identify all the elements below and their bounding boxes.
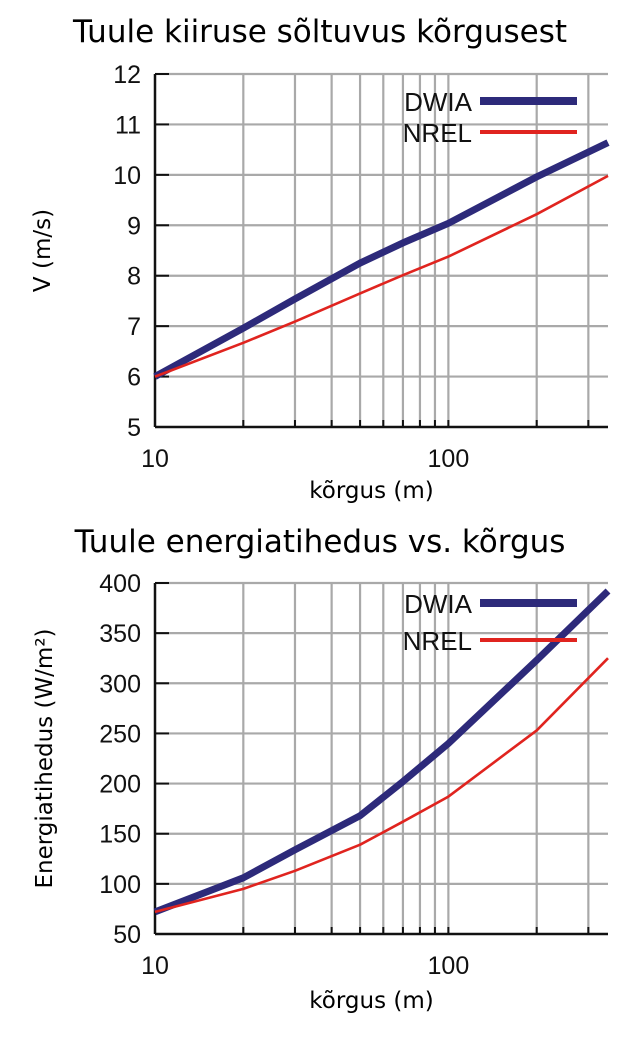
chart-1: Tuule kiiruse sõltuvus kõrgusest 5 6 7 8 9 10 1… [30,14,610,504]
x-tick-label: 10 [141,445,169,473]
x-axis-label: kõrgus (m) [309,988,433,1014]
series-line-dwia [153,139,610,380]
y-axis-label: V (m/s) [30,209,56,292]
y-tick-label: 300 [99,670,141,698]
x-tick-label: 100 [428,445,470,473]
y-tick-label: 10 [113,162,141,190]
x-axis-label: kõrgus (m) [309,478,433,504]
legend-label: NREL [403,626,472,656]
y-tick-label: 150 [99,821,141,849]
y-tick-label: 5 [127,414,141,442]
legend-label: DWIA [404,87,473,117]
y-tick-label: 200 [99,771,141,799]
series-line-dwia [153,588,611,916]
y-tick-label: 8 [127,263,141,291]
legend-label: NREL [403,118,472,148]
y-tick-label: 250 [99,720,141,748]
chart-title: Tuule kiiruse sõltuvus kõrgusest [72,14,567,50]
legend-label: DWIA [404,589,473,619]
series-line-nrel [154,657,609,914]
y-tick-label: 11 [115,111,141,139]
y-tick-label: 350 [99,620,141,648]
y-tick-label: 7 [127,313,141,341]
y-tick-label: 12 [113,61,141,89]
series-line-nrel [154,174,609,378]
y-tick-label: 6 [127,364,141,392]
y-tick-label: 400 [99,570,141,598]
y-axis-label: Energiatihedus (W/m²) [32,628,58,888]
y-tick-label: 50 [113,921,141,949]
chart-title: Tuule energiatihedus vs. kõrgus [74,524,566,560]
x-tick-label: 10 [141,952,169,980]
y-tick-label: 9 [127,212,141,240]
x-tick-label: 100 [428,952,470,980]
y-tick-label: 100 [99,871,141,899]
chart-2: Tuule energiatihedus vs. kõrgus 50 100 150 2… [32,524,611,1014]
